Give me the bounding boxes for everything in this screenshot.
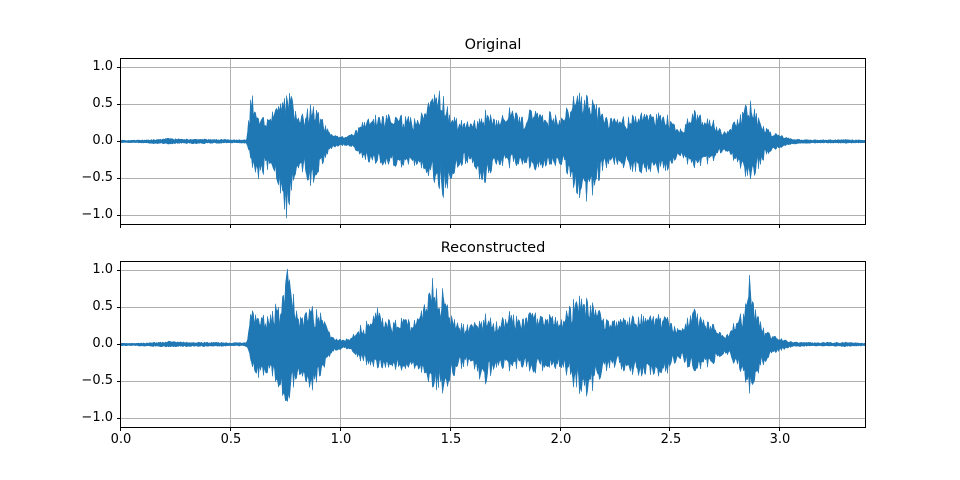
x-tick-label: 2.0	[550, 432, 572, 447]
x-tick-label: 1.0	[330, 432, 352, 447]
y-tick-label: 0.0	[92, 336, 113, 351]
x-tick-label: 1.5	[440, 432, 462, 447]
waveform-original	[120, 90, 866, 219]
subplot-title-original: Original	[464, 37, 522, 53]
x-tick-label: 0.0	[110, 432, 132, 447]
y-tick-label: −0.5	[81, 373, 113, 388]
y-tick-label: 0.5	[92, 96, 113, 111]
x-tick-label: 3.0	[769, 432, 791, 447]
y-tick-label: −1.0	[81, 207, 113, 222]
x-tick-label: 0.5	[220, 432, 242, 447]
y-tick-label: 1.0	[92, 262, 113, 277]
subplot-title-reconstructed: Reconstructed	[440, 240, 546, 256]
y-tick-label: 0.0	[92, 133, 113, 148]
y-tick-label: −1.0	[81, 410, 113, 425]
y-tick-label: −0.5	[81, 170, 113, 185]
x-tick-label: 2.5	[660, 432, 682, 447]
y-tick-label: 0.5	[92, 299, 113, 314]
y-tick-label: 1.0	[92, 59, 113, 74]
